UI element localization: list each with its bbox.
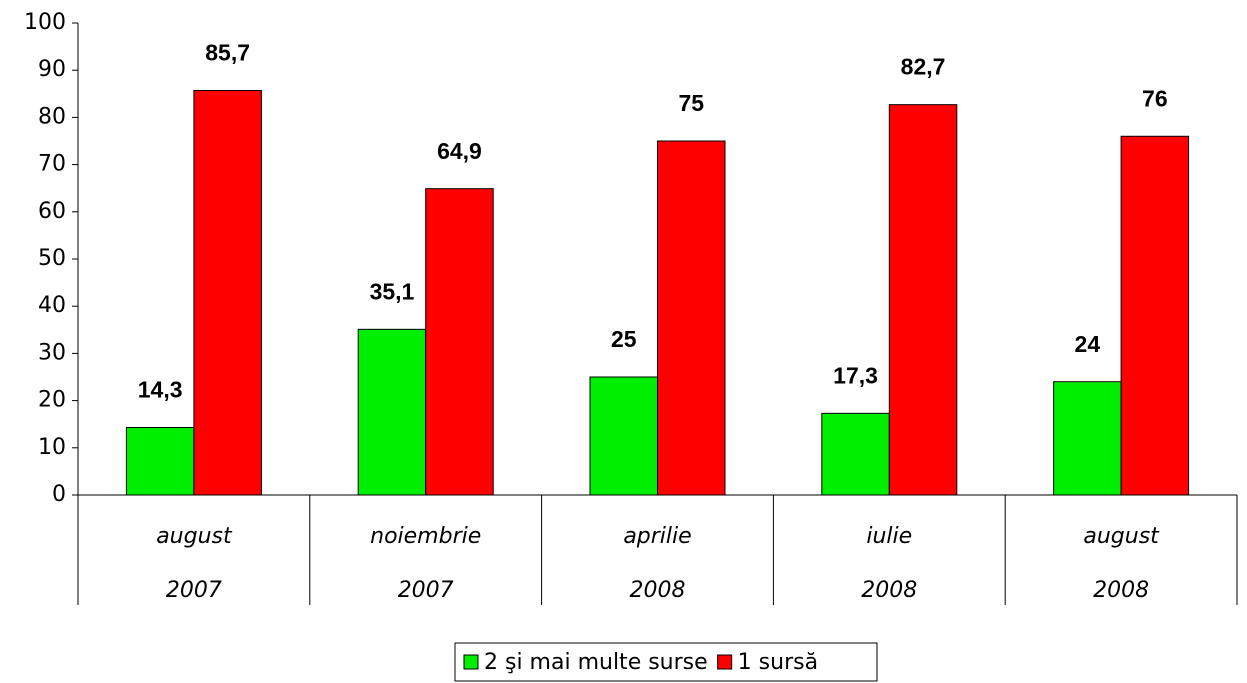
bar (657, 140, 726, 496)
y-tick-label: 20 (38, 388, 66, 413)
y-tick-label: 40 (38, 293, 66, 318)
bar (193, 89, 262, 496)
value-label: 24 (1075, 331, 1101, 357)
bar (125, 427, 195, 496)
bar (888, 104, 958, 496)
x-tick-label: 2008 (1093, 578, 1149, 603)
x-tick-label: 2007 (398, 578, 454, 603)
value-label: 76 (1142, 85, 1168, 111)
bar (1120, 135, 1190, 496)
x-tick-label: august (1083, 524, 1160, 549)
y-tick-label: 50 (38, 246, 66, 271)
value-label: 64,9 (437, 138, 482, 164)
value-label: 85,7 (205, 40, 250, 66)
y-tick-label: 70 (38, 152, 66, 177)
bar (357, 328, 427, 496)
legend-swatch (463, 654, 479, 670)
y-tick-label: 100 (24, 10, 66, 35)
bar (589, 376, 658, 496)
bar (425, 188, 494, 496)
x-tick-label: 2008 (861, 578, 917, 603)
value-label: 75 (678, 90, 704, 116)
value-label: 17,3 (833, 362, 878, 388)
y-tick-label: 60 (38, 199, 66, 224)
legend-box (454, 642, 878, 682)
x-tick-label: noiembrie (370, 524, 481, 549)
x-tick-label: august (156, 524, 233, 549)
x-tick-label: 2007 (166, 578, 222, 603)
y-tick-label: 0 (52, 482, 66, 507)
legend-swatch (717, 654, 733, 670)
value-label: 82,7 (901, 54, 946, 80)
legend-label: 2 şi mai multe surse (484, 650, 708, 675)
y-tick-label: 10 (38, 435, 66, 460)
y-tick-label: 30 (38, 340, 66, 365)
legend-label: 1 sursă (738, 650, 818, 675)
x-tick-label: aprilie (623, 524, 691, 549)
value-label: 35,1 (370, 278, 415, 304)
x-tick-label: iulie (866, 524, 912, 549)
value-label: 25 (611, 326, 637, 352)
bar (821, 412, 890, 496)
y-tick-label: 90 (38, 57, 66, 82)
value-label: 14,3 (138, 377, 183, 403)
x-tick-label: 2008 (630, 578, 686, 603)
bar (1053, 381, 1122, 496)
y-tick-label: 80 (38, 104, 66, 129)
